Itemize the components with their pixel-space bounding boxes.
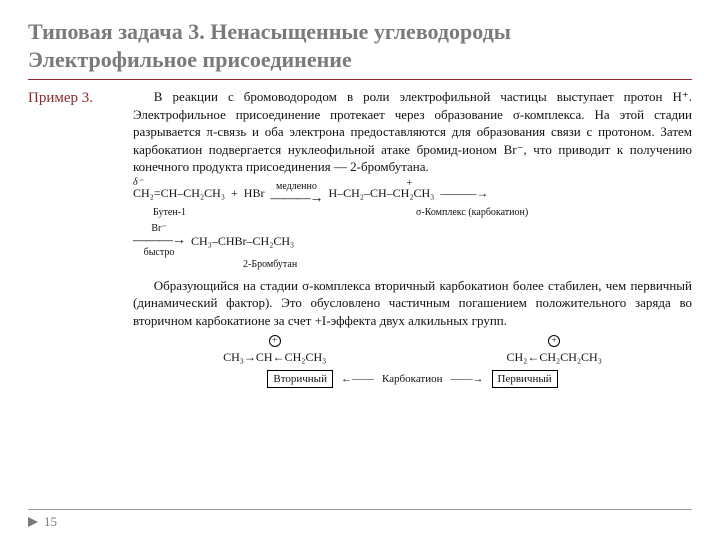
slide-title: Типовая задача 3. Ненасыщенные углеводор… bbox=[28, 18, 692, 73]
arrow-slow: медленно ———→ bbox=[270, 182, 322, 206]
arrow-left-icon: ←—— bbox=[341, 372, 374, 387]
footer-divider bbox=[28, 509, 692, 510]
carbocation-plus: + bbox=[406, 179, 412, 190]
carbocation-label-row: Вторичный ←—— Карбокатион ——→ Первичный bbox=[133, 370, 692, 389]
plus-sign: + bbox=[231, 187, 238, 200]
secondary-carbocation: + CH₃→CH←CH₂CH₃ bbox=[223, 335, 326, 365]
arrow-fast-line: ———→ bbox=[133, 234, 185, 248]
box-mid-label: Карбокатион bbox=[382, 372, 443, 387]
page-number: 15 bbox=[44, 514, 57, 530]
plus-circle-icon: + bbox=[548, 335, 560, 347]
triangle-icon bbox=[28, 517, 38, 527]
plus-circle-icon: + bbox=[269, 335, 281, 347]
title-line-1: Типовая задача 3. Ненасыщенные углеводор… bbox=[28, 18, 692, 46]
example-label: Пример 3. bbox=[28, 88, 133, 388]
arrow-fast: Br⁻ ———→ быстро bbox=[133, 224, 185, 258]
label-bromobutane: 2-Бромбутан bbox=[243, 260, 692, 271]
secondary-formula: CH₃→CH←CH₂CH₃ bbox=[223, 349, 326, 365]
primary-formula: CH₂←CH₂CH₂CH₃ bbox=[506, 349, 601, 365]
label-sigma-complex: σ-Комплекс (карбокатион) bbox=[416, 208, 528, 219]
title-divider bbox=[28, 79, 692, 80]
paragraph-2: Образующийся на стадии σ-комплекса втори… bbox=[133, 277, 692, 330]
arrow-fast-bottom-label: быстро bbox=[144, 248, 175, 258]
title-line-2: Электрофильное присоединение bbox=[28, 46, 692, 74]
label-butene: Бутен-1 bbox=[153, 208, 186, 219]
reactant-hbr: HBr bbox=[244, 187, 265, 200]
primary-carbocation: + CH₂←CH₂CH₂CH₃ bbox=[506, 335, 601, 365]
delta-minus-label: δ⁻ bbox=[133, 178, 143, 189]
sigma-complex-formula: H–CH₂–CH–CH₂CH₃ bbox=[328, 186, 434, 200]
reaction-scheme-1: δ⁻ CH₂=CH–CH₂CH₃ + HBr медленно ———→ + H… bbox=[133, 182, 692, 271]
reactant-butene: CH₂=CH–CH₂CH₃ bbox=[133, 186, 225, 200]
trailing-arrow: ———→ bbox=[440, 187, 488, 200]
arrow-slow-line: ———→ bbox=[270, 192, 322, 206]
carbocation-comparison: + CH₃→CH←CH₂CH₃ + CH₂←CH₂CH₂CH₃ bbox=[133, 335, 692, 365]
arrow-right-icon: ——→ bbox=[451, 372, 484, 387]
box-primary: Первичный bbox=[492, 370, 558, 389]
paragraph-1: В реакции с бромоводородом в роли электр… bbox=[133, 88, 692, 176]
box-secondary: Вторичный bbox=[267, 370, 333, 389]
footer: 15 bbox=[28, 514, 57, 530]
content-area: В реакции с бромоводородом в роли электр… bbox=[133, 88, 692, 388]
product-bromobutane: CH₃–CHBr–CH₂CH₃ bbox=[191, 235, 294, 248]
